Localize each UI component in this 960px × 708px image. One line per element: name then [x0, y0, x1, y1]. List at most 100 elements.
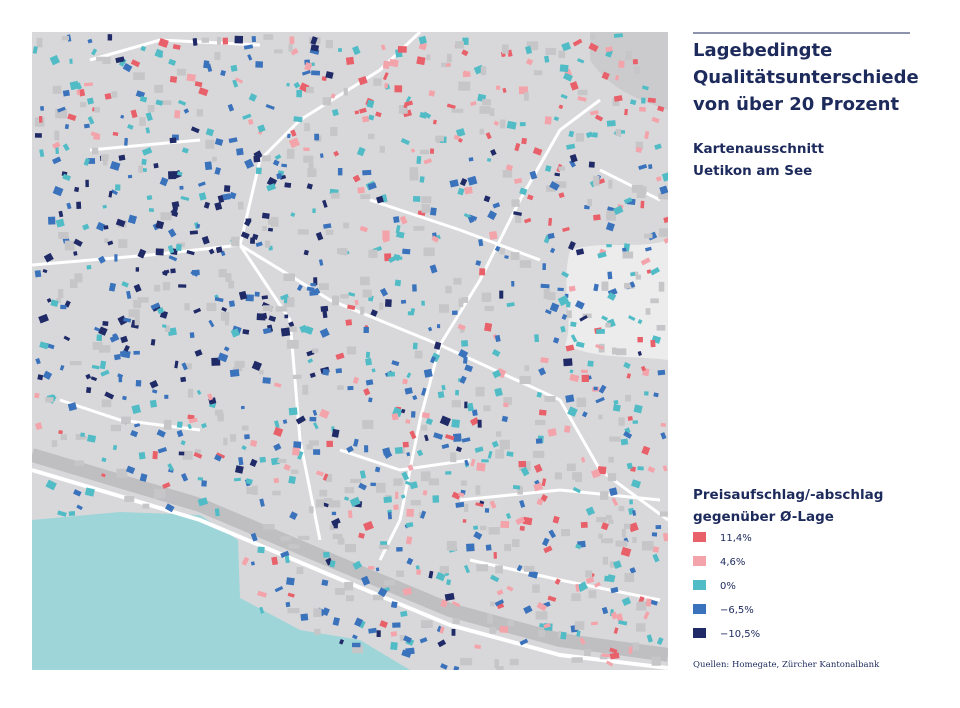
plain-building: [489, 108, 495, 116]
building: [240, 405, 245, 410]
plain-building: [479, 106, 491, 114]
building: [379, 620, 388, 629]
building: [538, 367, 547, 376]
building: [391, 413, 399, 421]
building: [335, 368, 343, 374]
building: [161, 269, 170, 275]
building: [562, 72, 573, 82]
building: [368, 565, 375, 570]
plain-building: [451, 108, 464, 113]
building: [358, 76, 368, 86]
plain-building: [288, 44, 293, 52]
building: [437, 324, 441, 329]
building: [176, 429, 184, 438]
building: [330, 93, 336, 99]
title-line: Qualitätsunterschiede: [693, 67, 919, 88]
building: [561, 41, 572, 52]
building: [261, 295, 268, 300]
plain-building: [453, 277, 462, 285]
building: [198, 87, 209, 97]
plain-building: [596, 516, 608, 523]
building: [38, 313, 49, 324]
plain-building: [413, 226, 425, 231]
building: [554, 172, 561, 177]
building: [404, 387, 413, 395]
building: [62, 89, 70, 97]
building: [613, 205, 624, 216]
building: [464, 186, 473, 195]
building: [232, 79, 239, 88]
plain-building: [292, 374, 302, 379]
building: [75, 82, 83, 90]
building: [272, 159, 280, 167]
building: [412, 394, 418, 401]
building: [572, 38, 583, 47]
building: [489, 500, 497, 509]
plain-building: [94, 106, 100, 113]
building: [444, 434, 455, 441]
building: [569, 373, 580, 383]
building: [139, 96, 148, 103]
plain-building: [329, 524, 335, 531]
building: [34, 392, 40, 399]
building: [423, 368, 433, 378]
plain-building: [419, 149, 430, 155]
plain-building: [337, 385, 344, 390]
building: [528, 570, 539, 579]
building: [525, 58, 534, 66]
building: [234, 77, 244, 84]
plain-building: [286, 148, 295, 159]
plain-building: [480, 66, 487, 76]
building: [67, 402, 77, 412]
building: [381, 235, 391, 243]
building: [615, 74, 620, 81]
building: [506, 451, 514, 457]
building: [42, 269, 48, 274]
building: [107, 240, 114, 246]
building: [368, 627, 377, 634]
plain-building: [154, 284, 161, 292]
building: [568, 285, 576, 292]
building: [487, 450, 493, 459]
plain-building: [319, 489, 328, 497]
plain-building: [133, 299, 142, 309]
building: [511, 280, 515, 287]
building: [593, 214, 601, 221]
plain-building: [582, 313, 592, 319]
building: [238, 456, 244, 466]
building: [425, 417, 434, 426]
building: [83, 123, 90, 129]
building: [115, 184, 121, 191]
building: [444, 592, 455, 601]
plain-building: [102, 159, 108, 166]
plain-building: [367, 133, 375, 140]
building: [565, 344, 575, 352]
building: [363, 520, 374, 532]
plain-building: [217, 413, 224, 422]
building: [514, 178, 523, 184]
building: [567, 241, 576, 251]
plain-building: [495, 565, 503, 574]
plain-building: [504, 544, 512, 552]
building: [437, 639, 447, 648]
building: [57, 510, 67, 517]
plain-building: [220, 311, 230, 321]
plain-building: [162, 282, 171, 291]
building: [405, 419, 411, 424]
building: [439, 626, 445, 634]
building: [626, 462, 633, 470]
building: [180, 195, 190, 202]
building: [309, 416, 317, 422]
building: [660, 422, 667, 428]
building: [38, 116, 43, 123]
plain-building: [546, 185, 556, 192]
building: [541, 478, 547, 487]
building: [233, 477, 241, 482]
building: [637, 336, 643, 343]
building: [660, 432, 667, 440]
plain-building: [74, 460, 84, 466]
building: [569, 81, 579, 91]
plain-building: [571, 657, 583, 663]
building: [644, 130, 650, 140]
building: [464, 364, 474, 373]
